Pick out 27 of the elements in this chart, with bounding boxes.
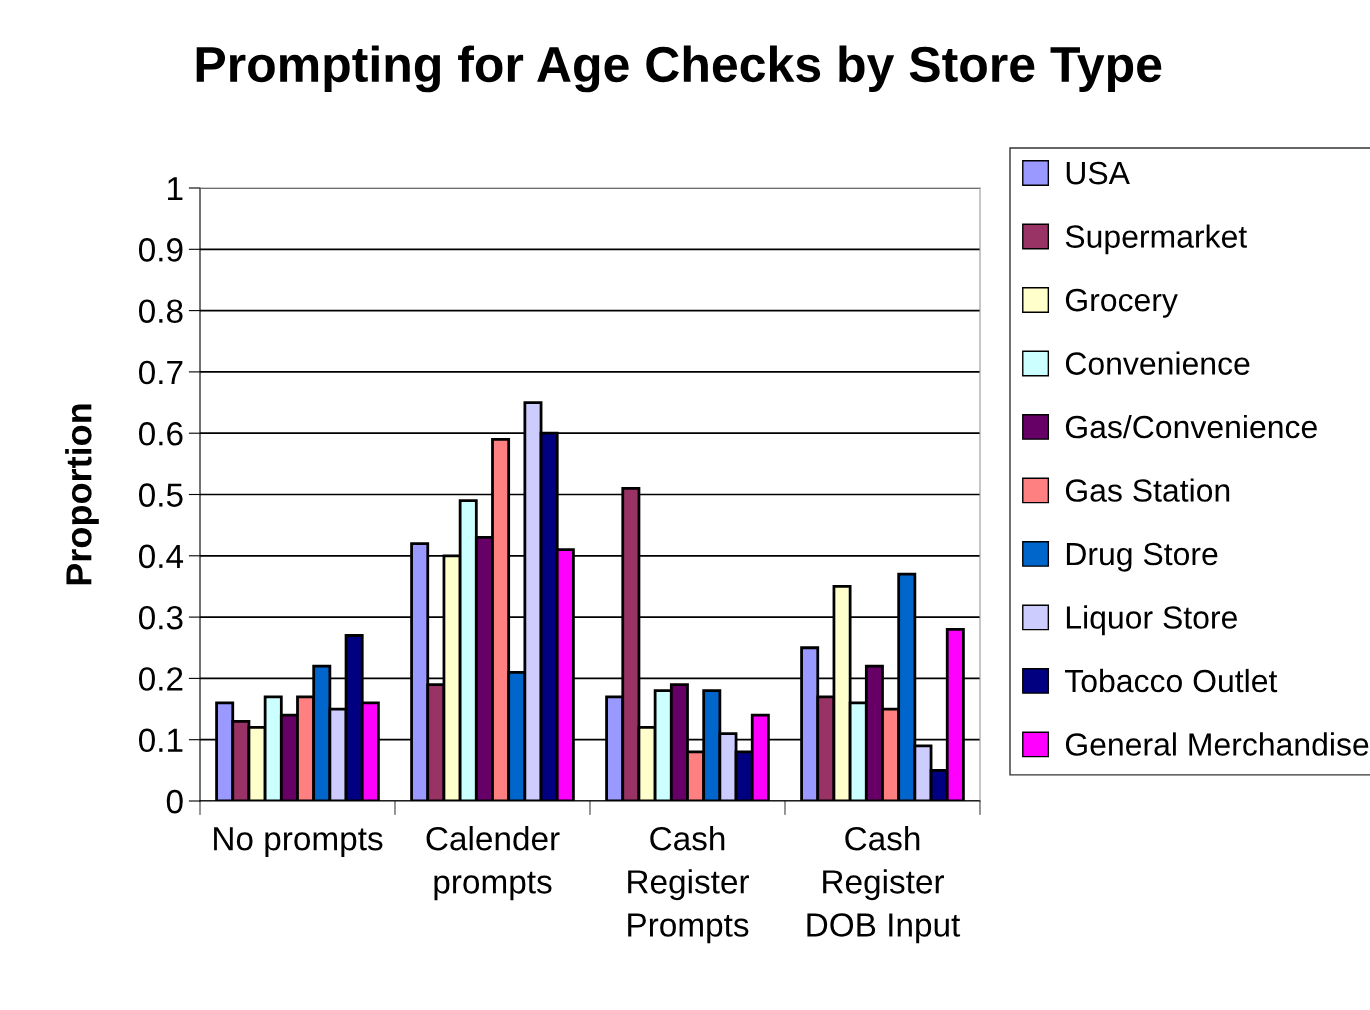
legend-label: Supermarket xyxy=(1065,224,1247,255)
x-tick-label: Cash Register DOB Input xyxy=(807,826,961,944)
legend-label: General Merchandise xyxy=(1065,732,1369,756)
legend-label: USA xyxy=(1066,161,1130,185)
legend-label: Grocery xyxy=(1065,288,1178,318)
y-tick-label: 0.4 xyxy=(139,544,184,569)
legend-label: Drug Store xyxy=(1066,542,1218,572)
x-tick-label: Calender prompts xyxy=(426,826,560,901)
y-tick-label: 0.3 xyxy=(139,605,183,630)
y-tick-label: 0.8 xyxy=(139,299,183,324)
y-tick-label: 0.1 xyxy=(139,728,183,753)
legend-label: Tobacco Outlet xyxy=(1065,668,1278,693)
legend-label: Gas Station xyxy=(1065,478,1230,502)
y-tick-label: 0.7 xyxy=(139,360,183,385)
legend-label: Liquor Store xyxy=(1066,605,1237,636)
legend-label: Convenience xyxy=(1065,351,1250,375)
y-tick-label: 1 xyxy=(168,177,183,201)
y-tick-label: 0.6 xyxy=(139,422,183,446)
y-axis-title: Proportion xyxy=(65,404,99,585)
y-tick-label: 0.2 xyxy=(139,667,183,691)
chart-title: Prompting for Age Checks by Store Type xyxy=(196,45,1162,93)
y-tick-label: 0 xyxy=(166,789,183,814)
x-tick-label: No prompts xyxy=(214,827,383,858)
y-tick-label: 0.9 xyxy=(139,238,183,262)
y-tick-label: 0.5 xyxy=(139,483,183,507)
legend-label: Gas/Convenience xyxy=(1065,414,1317,439)
x-tick-label: Cash Register Prompts xyxy=(628,826,750,944)
